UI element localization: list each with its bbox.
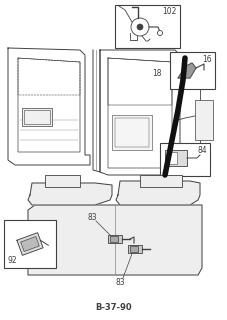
Bar (115, 118, 149, 147)
Text: 83: 83 (115, 278, 125, 287)
Polygon shape (28, 183, 112, 205)
Circle shape (158, 30, 163, 36)
Polygon shape (116, 181, 200, 205)
Bar (140, 175, 182, 187)
Bar (195, 100, 213, 140)
Bar (4, 220, 56, 268)
Circle shape (137, 24, 143, 30)
Bar (167, 152, 177, 164)
Polygon shape (17, 233, 43, 255)
Text: 83: 83 (88, 213, 98, 222)
Polygon shape (178, 63, 196, 78)
Bar (112, 115, 152, 150)
Text: 84: 84 (197, 146, 207, 155)
Bar (130, 246, 138, 252)
Polygon shape (28, 205, 202, 275)
Text: 102: 102 (163, 7, 177, 16)
Text: B-37-90: B-37-90 (95, 303, 132, 312)
Bar (22, 108, 52, 126)
Polygon shape (21, 236, 39, 252)
Bar (165, 150, 187, 166)
Bar (128, 245, 142, 253)
Bar (170, 52, 215, 89)
Bar (108, 235, 122, 243)
Text: 16: 16 (202, 55, 212, 64)
Bar (45, 175, 80, 187)
Bar (110, 236, 118, 242)
Bar (115, 5, 180, 48)
Bar (160, 143, 210, 176)
Text: 92: 92 (7, 256, 17, 265)
Circle shape (131, 18, 149, 36)
Text: 18: 18 (152, 68, 161, 77)
Bar (24, 110, 50, 124)
